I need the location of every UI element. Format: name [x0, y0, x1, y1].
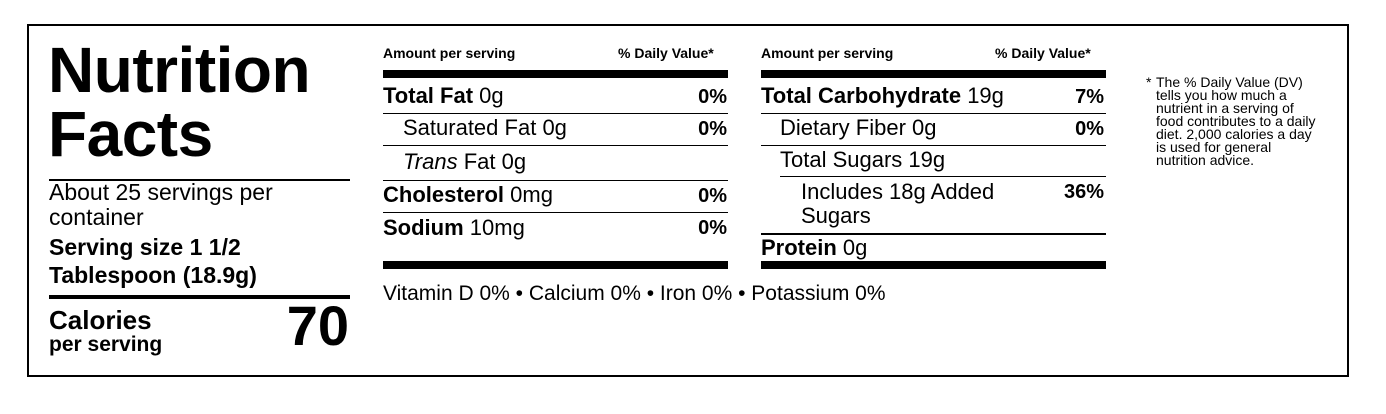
left-thick-bar-top [383, 70, 728, 78]
right-header-dv: % Daily Value* [995, 45, 1091, 61]
row-added-sugars: Includes 18g Added Sugars [801, 180, 1041, 228]
nutrient-name: Total Sugars [780, 147, 903, 172]
dv-saturated-fat: 0% [698, 118, 727, 140]
left-header-dv: % Daily Value* [618, 45, 714, 61]
nutrient-amount: 0g [912, 115, 937, 140]
row-protein: Protein 0g [761, 236, 867, 260]
serving-size: Serving size 1 1/2 Tablespoon (18.9g) [49, 234, 257, 288]
right-header-amount: Amount per serving [761, 45, 894, 61]
divider-serving [49, 295, 350, 299]
row-total-carbohydrate: Total Carbohydrate 19g [761, 84, 1004, 108]
row-divider [383, 212, 728, 213]
row-divider [780, 176, 1106, 177]
row-saturated-fat: Saturated Fat 0g [403, 116, 567, 140]
nutrition-label [27, 24, 1349, 377]
dv-total-fat: 0% [698, 86, 727, 108]
dv-cholesterol: 0% [698, 185, 727, 207]
calories-value: 70 [286, 294, 349, 357]
nutrient-name: Protein [761, 235, 837, 260]
added-sugars-line-1: Includes 18g Added [801, 179, 995, 204]
nutrient-name: Fat [463, 149, 496, 174]
dv-dietary-fiber: 0% [1075, 118, 1104, 140]
row-divider [761, 113, 1106, 114]
nutrient-amount: 19g [967, 83, 1004, 108]
title-line-1: Nutrition [48, 34, 311, 106]
right-thick-bar-bottom [761, 261, 1106, 269]
left-header-amount: Amount per serving [383, 45, 516, 61]
row-divider [761, 145, 1106, 146]
nutrient-name: Sodium [383, 215, 464, 240]
nutrient-name: Total Fat [383, 83, 474, 108]
nutrient-amount: 0g [501, 149, 527, 174]
nutrient-name: Cholesterol [383, 182, 505, 207]
nutrient-amount: 0mg [510, 182, 553, 207]
footnote-text: The % Daily Value (DV) tells you how muc… [1156, 74, 1316, 168]
nutrient-name-italic: Trans [403, 149, 458, 174]
servings-per-container: About 25 servings per container [49, 179, 273, 230]
nutrient-amount: 0g [542, 115, 567, 140]
dv-added-sugars: 36% [1063, 181, 1104, 203]
nutrient-amount: 10mg [469, 215, 525, 240]
left-thick-bar-bottom [383, 261, 728, 269]
calories-label: Calories [49, 305, 152, 335]
calories-sublabel: per serving [49, 333, 163, 356]
row-dietary-fiber: Dietary Fiber 0g [780, 116, 937, 140]
divider-title [49, 179, 350, 181]
row-divider [383, 113, 728, 114]
nutrient-name: Saturated Fat [403, 115, 537, 140]
row-divider [383, 145, 728, 146]
row-sodium: Sodium 10mg [383, 216, 525, 240]
right-thick-bar-top [761, 70, 1106, 78]
nutrient-amount: 0g [842, 235, 868, 260]
nutrient-name: Total Carbohydrate [761, 83, 962, 108]
label-title: Nutrition Facts [48, 38, 368, 166]
nutrient-name: Dietary Fiber [780, 115, 906, 140]
dv-sodium: 0% [698, 217, 727, 239]
row-trans-fat: Trans Fat 0g [403, 150, 526, 174]
micronutrients: Vitamin D 0% • Calcium 0% • Iron 0% • Po… [383, 282, 886, 305]
added-sugars-line-2: Sugars [801, 203, 871, 228]
row-divider [761, 233, 1106, 235]
row-total-sugars: Total Sugars 19g [780, 148, 945, 172]
nutrient-amount: 19g [908, 147, 946, 172]
title-line-2: Facts [48, 98, 213, 170]
row-total-fat: Total Fat 0g [383, 84, 504, 108]
dv-total-carbohydrate: 7% [1075, 86, 1104, 108]
nutrient-amount: 0g [479, 83, 504, 108]
row-cholesterol: Cholesterol 0mg [383, 183, 553, 207]
footnote-marker: * [1146, 74, 1152, 90]
row-divider [383, 180, 728, 181]
